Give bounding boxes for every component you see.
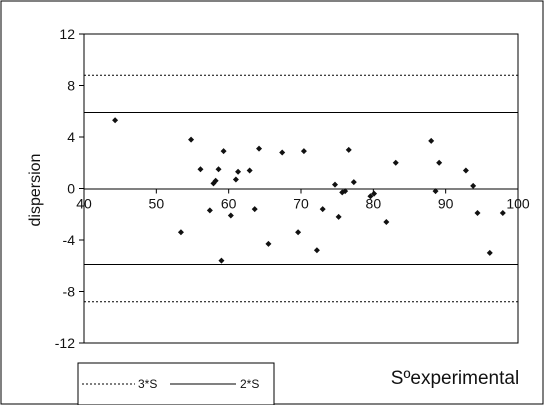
data-point [206, 207, 213, 214]
data-point [342, 188, 349, 195]
x-axis-ticks: 40 50 60 70 80 90 100 [76, 188, 530, 212]
data-point [177, 229, 184, 236]
legend-2s-label: 2*S [240, 377, 259, 391]
y-axis-label: dispersion [27, 154, 44, 227]
data-point [499, 209, 506, 216]
data-point [350, 179, 357, 186]
data-point [436, 159, 443, 166]
data-point [215, 166, 222, 173]
data-point [235, 168, 242, 175]
reference-lines [84, 74, 518, 303]
data-points [112, 117, 506, 264]
data-point [331, 181, 338, 188]
x-tick-label: 40 [76, 196, 92, 212]
data-point [256, 145, 263, 152]
data-point [251, 206, 258, 213]
data-point [246, 167, 253, 174]
data-point [220, 148, 227, 155]
y-tick-label: 4 [67, 129, 75, 145]
data-point [428, 137, 435, 144]
data-point [470, 182, 477, 189]
data-point [300, 148, 307, 155]
data-point [432, 188, 439, 195]
data-point [462, 167, 469, 174]
data-point [295, 229, 302, 236]
data-point [383, 218, 390, 225]
data-point [486, 249, 493, 256]
legend: 3*S 2*S [77, 362, 275, 405]
x-tick-label: 60 [221, 196, 237, 212]
y-tick-label: -12 [55, 335, 75, 351]
data-point [345, 146, 352, 153]
legend-3s-label: 3*S [138, 377, 157, 391]
data-point [197, 166, 204, 173]
x-tick-label: 80 [366, 196, 382, 212]
data-point [371, 190, 378, 197]
data-point [392, 159, 399, 166]
data-point [218, 257, 225, 264]
data-point [474, 209, 481, 216]
y-tick-label: 0 [67, 181, 75, 197]
x-tick-label: 100 [506, 196, 530, 212]
data-point [319, 206, 326, 213]
y-tick-label: 12 [59, 26, 75, 42]
data-point [227, 212, 234, 219]
data-point [188, 136, 195, 143]
data-point [279, 149, 286, 156]
x-tick-label: 50 [149, 196, 165, 212]
y-tick-label: -8 [63, 284, 76, 300]
x-tick-label: 90 [438, 196, 454, 212]
data-point [112, 117, 119, 124]
data-point [265, 240, 272, 247]
y-tick-label: -4 [63, 232, 76, 248]
x-tick-label: 70 [293, 196, 309, 212]
data-point [313, 247, 320, 254]
y-tick-label: 8 [67, 78, 75, 94]
y-axis-ticks: 12 8 4 0 -4 -8 -12 [55, 26, 84, 351]
x-axis-label: Sºexperimental [391, 368, 519, 389]
data-point [232, 176, 239, 183]
data-point [367, 193, 374, 200]
data-point [212, 177, 219, 184]
data-point [335, 213, 342, 220]
